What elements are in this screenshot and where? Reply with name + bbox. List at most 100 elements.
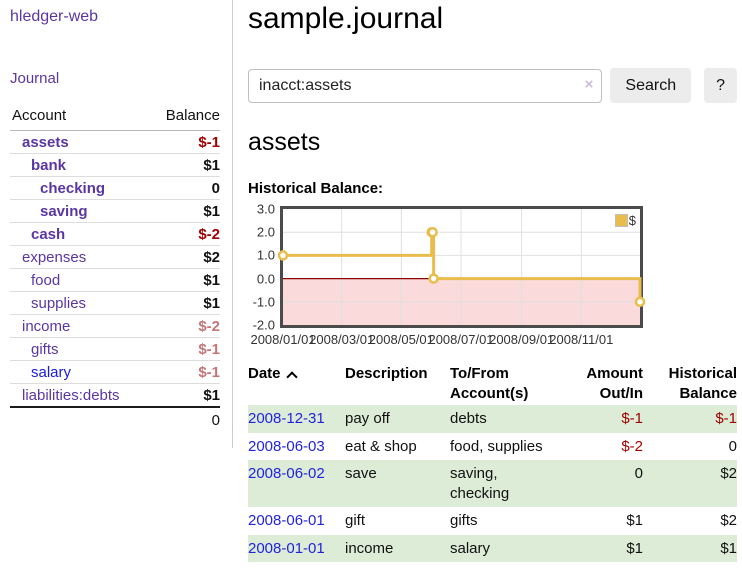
register-row: 2008-12-31 pay off debts $-1 $-1 — [248, 405, 737, 433]
account-balance: $1 — [148, 383, 220, 407]
transaction-accounts: debts — [450, 405, 555, 433]
transaction-description: save — [345, 460, 450, 507]
accounts-table: Account Balance assets $-1 bank $1 checking 0… — [10, 106, 220, 433]
account-balance: $-1 — [148, 337, 220, 361]
page-title: sample.journal — [248, 2, 444, 35]
clear-search-icon[interactable]: × — [584, 75, 594, 93]
account-row: expenses $2 — [10, 245, 220, 269]
account-balance: $-2 — [148, 314, 220, 338]
account-row: supplies $1 — [10, 291, 220, 315]
account-link[interactable]: supplies — [31, 295, 87, 312]
x-tick-label: 2008/11/01 — [549, 332, 614, 347]
historical-balance-chart: 3.0 2.0 1.0 0.0 -1.0 -2.0 $ — [248, 202, 737, 333]
account-row: gifts $-1 — [10, 337, 220, 361]
chart-legend: $ — [614, 213, 636, 228]
transaction-description: pay off — [345, 405, 450, 433]
account-link[interactable]: saving — [40, 203, 88, 220]
search-button[interactable]: Search — [610, 68, 692, 103]
x-tick-label: 2008/05/01 — [368, 332, 434, 347]
search-form: × Search ? — [248, 68, 737, 103]
y-tick-label: 2.0 — [256, 224, 275, 240]
account-balance: $1 — [148, 199, 220, 223]
register-row: 2008-06-02 save saving, checking 0 $2 — [248, 460, 737, 507]
transaction-balance: $2 — [720, 512, 737, 529]
account-balance: $2 — [148, 245, 220, 269]
transaction-accounts: gifts — [450, 512, 478, 529]
account-link[interactable]: salary — [31, 364, 72, 381]
account-link[interactable]: food — [31, 272, 61, 289]
x-tick-label: 2008/01/01 — [250, 332, 316, 347]
legend-swatch-icon — [614, 214, 628, 227]
account-row: liabilities:debts $1 — [10, 383, 220, 407]
accounts-header-balance: Balance — [148, 106, 220, 131]
search-help-button[interactable]: ? — [704, 68, 737, 103]
transaction-date-link[interactable]: 2008-06-01 — [248, 512, 325, 529]
accounts-header-account: Account — [10, 106, 149, 131]
accounts-total: 0 — [148, 406, 220, 433]
register-row: 2008-06-03 eat & shop food, supplies $-2 0 — [248, 433, 737, 461]
account-link[interactable]: income — [22, 318, 71, 335]
accounts-body: assets $-1 bank $1 checking 0 saving $1 cash $-2 e… — [10, 131, 220, 433]
sidebar-item-journal[interactable]: Journal — [10, 70, 60, 87]
transaction-description: eat & shop — [345, 437, 417, 455]
account-row: bank $1 — [10, 153, 220, 177]
account-link[interactable]: checking — [40, 180, 106, 197]
chart-plot-area: $ — [277, 206, 646, 328]
transaction-amount: $1 — [555, 534, 643, 562]
transaction-amount: $-1 — [555, 405, 643, 433]
chart-x-axis: 2008/01/01 2008/03/01 2008/05/01 2008/07/01… — [250, 328, 645, 350]
chart-y-axis: 3.0 2.0 1.0 0.0 -1.0 -2.0 — [248, 202, 280, 333]
account-link[interactable]: bank — [31, 157, 67, 174]
register-header-date[interactable]: Date — [248, 362, 345, 405]
transaction-amount: $-2 — [621, 437, 643, 455]
transaction-amount: $1 — [626, 512, 643, 529]
transaction-accounts: salary — [450, 534, 555, 562]
account-row: saving $1 — [10, 199, 220, 223]
account-balance: $1 — [148, 268, 220, 292]
chart-canvas — [277, 209, 646, 325]
register-body: 2008-12-31 pay off debts $-1 $-1 2008-06-03 ea… — [248, 405, 737, 562]
register-row: 2008-06-01 gift gifts $1 $2 — [248, 507, 737, 535]
search-box: × — [248, 68, 603, 103]
account-row: food $1 — [10, 268, 220, 292]
y-tick-label: 3.0 — [256, 201, 275, 217]
register-header-description: Description — [345, 365, 428, 382]
transaction-balance: $2 — [643, 460, 737, 507]
x-tick-label: 2008/07/01 — [428, 332, 494, 347]
transaction-date-link[interactable]: 2008-06-02 — [248, 465, 325, 482]
transaction-date-link[interactable]: 2008-01-01 — [248, 539, 325, 557]
account-balance: 0 — [148, 176, 220, 200]
search-input[interactable] — [248, 68, 603, 103]
account-heading: assets — [248, 128, 321, 156]
account-balance: $-2 — [148, 222, 220, 246]
account-row: salary $-1 — [10, 360, 220, 384]
account-link[interactable]: expenses — [22, 249, 87, 266]
account-balance: $1 — [148, 153, 220, 177]
account-row: assets $-1 — [10, 131, 220, 154]
sidebar: hledger-web Journal Account Balance asse… — [0, 0, 233, 448]
chart-title: Historical Balance: — [248, 180, 384, 197]
account-link[interactable]: liabilities:debts — [22, 387, 120, 404]
transaction-balance: $-1 — [643, 405, 737, 433]
transaction-date-link[interactable]: 2008-12-31 — [248, 410, 325, 427]
y-tick-label: 1.0 — [256, 247, 275, 263]
y-tick-label: -2.0 — [252, 317, 275, 333]
account-link[interactable]: gifts — [31, 341, 59, 358]
transaction-date-link[interactable]: 2008-06-03 — [248, 437, 325, 455]
account-link[interactable]: assets — [22, 134, 69, 151]
sort-ascending-icon — [285, 371, 298, 383]
account-row: cash $-2 — [10, 222, 220, 246]
transaction-balance: $1 — [643, 534, 737, 562]
y-tick-label: 0.0 — [256, 271, 275, 287]
account-balance: $1 — [148, 291, 220, 315]
account-balance: $-1 — [198, 134, 220, 151]
register-table: Date Description To/From Account(s) Amou… — [248, 362, 737, 562]
account-link[interactable]: cash — [31, 226, 66, 243]
transaction-description: gift — [345, 512, 366, 529]
app-brand-link[interactable]: hledger-web — [10, 8, 99, 25]
x-tick-label: 2008/03/01 — [309, 332, 375, 347]
transaction-accounts: saving, checking — [450, 460, 555, 507]
register-header-accounts: To/From Account(s) — [450, 365, 529, 402]
transaction-accounts: food, supplies — [450, 437, 543, 455]
register-header-balance: Historical Balance — [668, 365, 737, 402]
